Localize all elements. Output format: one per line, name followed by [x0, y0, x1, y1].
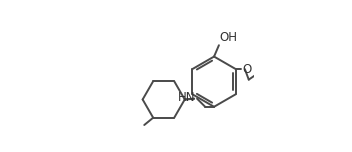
- Text: O: O: [242, 63, 251, 76]
- Text: OH: OH: [220, 31, 238, 44]
- Text: HN: HN: [178, 91, 196, 104]
